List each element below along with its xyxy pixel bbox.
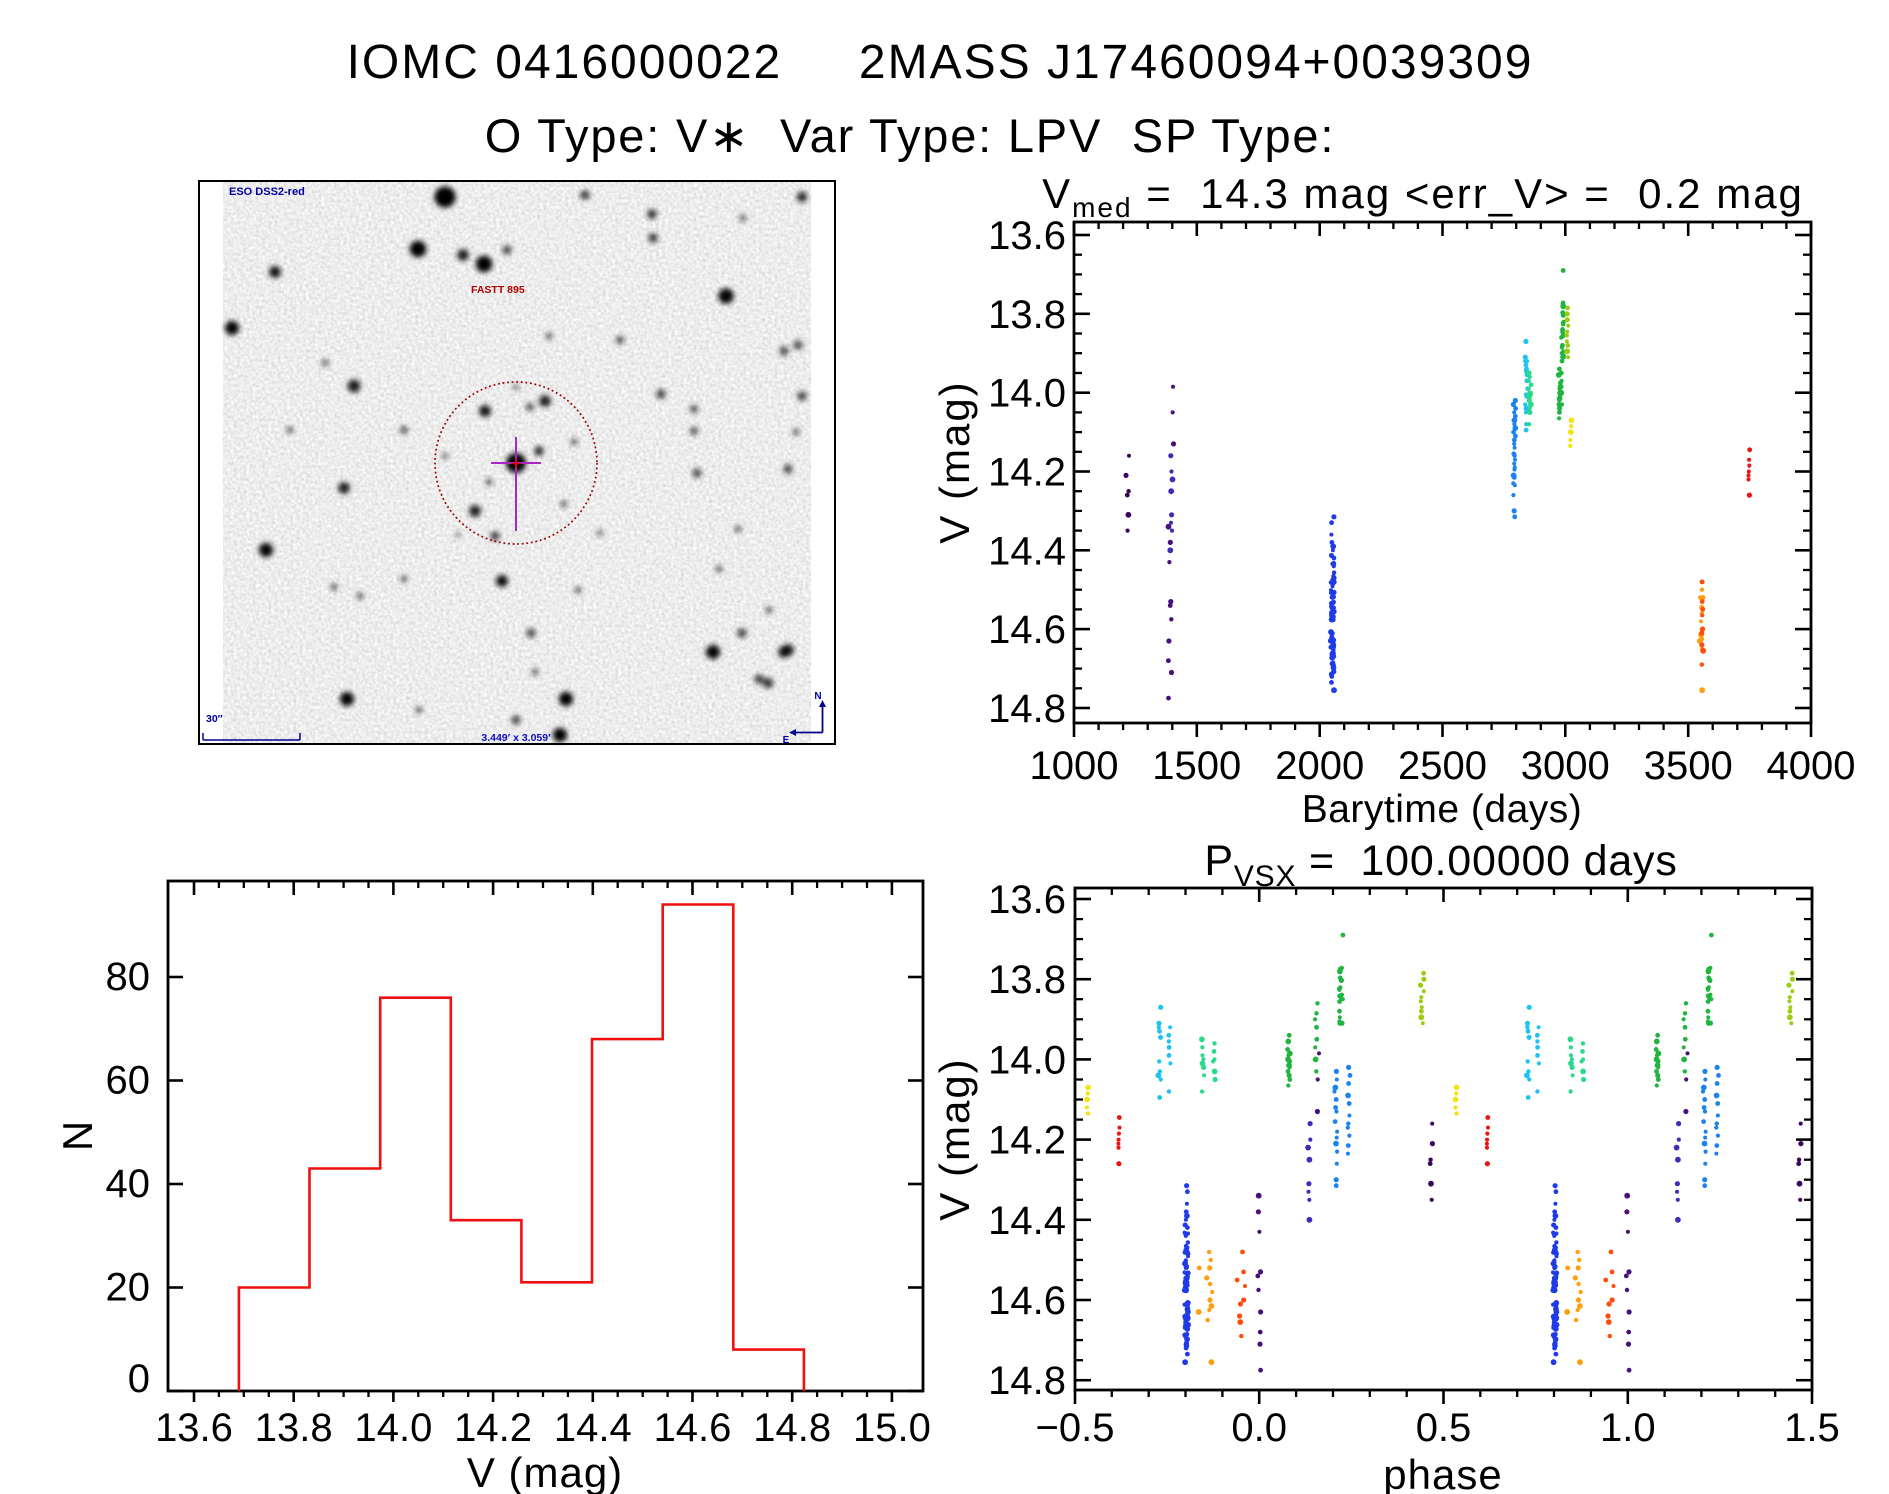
svg-text:60: 60 — [106, 1059, 151, 1103]
svg-text:80: 80 — [106, 955, 151, 999]
svg-text:4000: 4000 — [1767, 744, 1856, 788]
svg-text:phase: phase — [1383, 1451, 1502, 1494]
svg-text:14.2: 14.2 — [988, 451, 1066, 495]
svg-text:0.0: 0.0 — [1231, 1406, 1287, 1450]
svg-text:14.8: 14.8 — [988, 1359, 1066, 1403]
svg-text:E: E — [783, 735, 790, 746]
svg-text:0: 0 — [128, 1357, 150, 1401]
svg-text:14.0: 14.0 — [988, 1038, 1066, 1082]
svg-text:1500: 1500 — [1152, 744, 1241, 788]
svg-text:N: N — [54, 1121, 101, 1151]
svg-text:14.4: 14.4 — [554, 1406, 632, 1450]
svg-text:ESO DSS2-red: ESO DSS2-red — [229, 186, 305, 198]
svg-text:14.2: 14.2 — [988, 1119, 1066, 1163]
svg-text:14.6: 14.6 — [988, 608, 1066, 652]
svg-text:2500: 2500 — [1398, 744, 1487, 788]
svg-text:0.5: 0.5 — [1416, 1406, 1472, 1450]
svg-text:V (mag): V (mag) — [931, 1057, 978, 1220]
svg-text:14.4: 14.4 — [988, 1199, 1066, 1243]
svg-text:V (mag): V (mag) — [931, 380, 978, 543]
svg-text:IOMC 0416000022 2MASS J174: IOMC 0416000022 2MASS J17460094+0039309 — [347, 36, 1534, 89]
svg-text:14.0: 14.0 — [988, 372, 1066, 416]
svg-text:15.0: 15.0 — [853, 1406, 931, 1450]
svg-text:V (mag): V (mag) — [467, 1449, 623, 1494]
svg-text:3.449′ x 3.059′: 3.449′ x 3.059′ — [481, 732, 551, 744]
svg-text:−0.5: −0.5 — [1036, 1406, 1115, 1450]
svg-text:1000: 1000 — [1030, 744, 1119, 788]
svg-text:14.8: 14.8 — [988, 687, 1066, 731]
svg-text:2000: 2000 — [1275, 744, 1364, 788]
svg-text:1.5: 1.5 — [1784, 1406, 1840, 1450]
svg-text:13.8: 13.8 — [255, 1406, 333, 1450]
svg-text:14.6: 14.6 — [988, 1279, 1066, 1323]
svg-text:14.8: 14.8 — [753, 1406, 831, 1450]
svg-text:13.8: 13.8 — [988, 293, 1066, 337]
svg-text:1.0: 1.0 — [1600, 1406, 1656, 1450]
svg-text:FASTT 895: FASTT 895 — [471, 284, 525, 296]
svg-text:13.6: 13.6 — [988, 214, 1066, 258]
svg-text:14.6: 14.6 — [654, 1406, 732, 1450]
svg-text:30″: 30″ — [206, 713, 223, 725]
svg-text:14.2: 14.2 — [454, 1406, 532, 1450]
svg-text:PVSX = 100.00000 days: PVSX = 100.00000 days — [1204, 837, 1677, 893]
svg-text:O Type: V∗ Var Type: LPV SP: O Type: V∗ Var Type: LPV SP Type: — [485, 109, 1335, 162]
svg-text:3000: 3000 — [1521, 744, 1610, 788]
svg-text:13.6: 13.6 — [155, 1406, 233, 1450]
svg-text:13.8: 13.8 — [988, 958, 1066, 1002]
svg-text:3500: 3500 — [1644, 744, 1733, 788]
svg-text:Barytime (days): Barytime (days) — [1302, 788, 1583, 831]
svg-text:13.6: 13.6 — [988, 878, 1066, 922]
svg-text:14.0: 14.0 — [354, 1406, 432, 1450]
svg-text:14.4: 14.4 — [988, 529, 1066, 573]
svg-text:20: 20 — [106, 1266, 151, 1310]
svg-text:N: N — [814, 691, 821, 702]
svg-text:40: 40 — [106, 1162, 151, 1206]
svg-text:Vmed = 14.3 mag <err_V> = 0.: Vmed = 14.3 mag <err_V> = 0.2 mag — [1042, 170, 1804, 223]
